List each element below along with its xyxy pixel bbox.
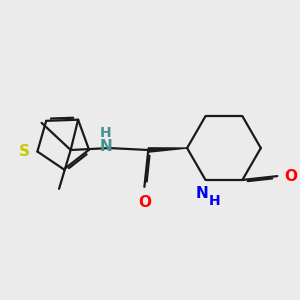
Text: O: O bbox=[284, 169, 297, 184]
Text: N: N bbox=[195, 186, 208, 201]
Text: S: S bbox=[19, 144, 30, 159]
Text: H: H bbox=[208, 194, 220, 208]
Polygon shape bbox=[148, 148, 187, 152]
Text: H: H bbox=[100, 125, 111, 140]
Text: N: N bbox=[99, 139, 112, 154]
Text: O: O bbox=[138, 195, 151, 210]
